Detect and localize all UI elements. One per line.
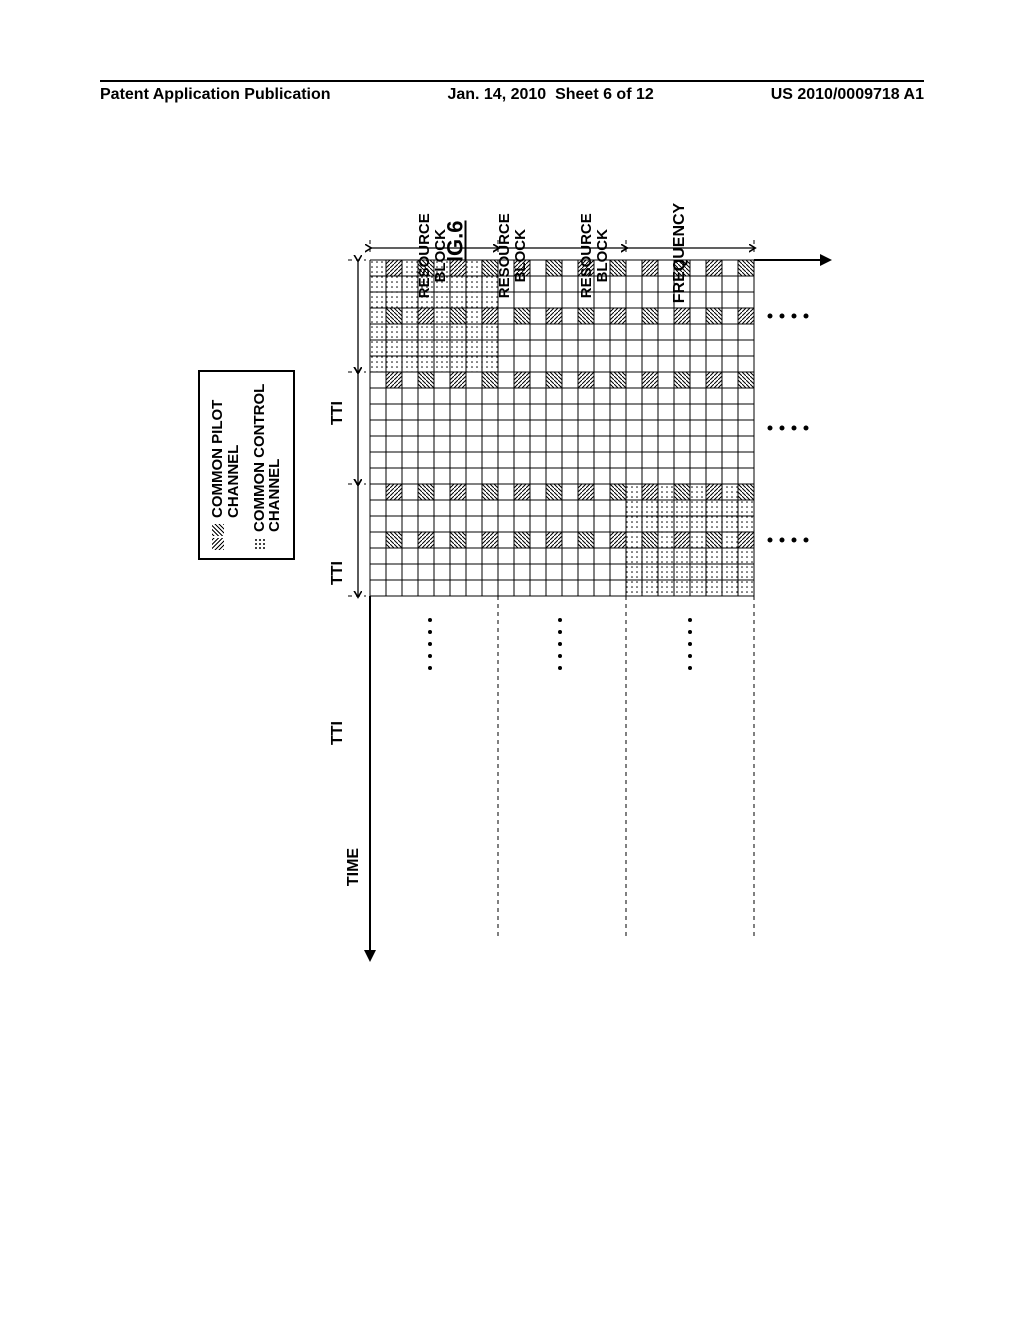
control-swatch: [252, 538, 266, 550]
pilot-swatch: [210, 524, 224, 550]
legend-pilot: COMMON PILOT CHANNEL: [210, 380, 242, 550]
legend-control: COMMON CONTROL CHANNEL: [252, 380, 284, 550]
page: Patent Application Publication Jan. 14, …: [0, 0, 1024, 1320]
tti-label-1: TTI: [329, 401, 347, 425]
legend: COMMON PILOT CHANNEL COMMON CONTROL CHAN…: [198, 370, 295, 560]
tti-label-2: TTI: [329, 561, 347, 585]
tti-label-3: TTI: [329, 721, 347, 745]
figure: [170, 180, 870, 1160]
page-header: Patent Application Publication Jan. 14, …: [100, 80, 924, 104]
rb-label-3: RESOURCE BLOCK: [579, 213, 611, 298]
rb-label-2: RESOURCE BLOCK: [497, 213, 529, 298]
header-left: Patent Application Publication: [100, 86, 331, 104]
rb-label-1: RESOURCE BLOCK: [417, 213, 449, 298]
legend-pilot-label: COMMON PILOT CHANNEL: [210, 400, 242, 518]
header-center: Jan. 14, 2010 Sheet 6 of 12: [447, 86, 653, 104]
header-right: US 2010/0009718 A1: [771, 86, 924, 104]
figure-svg: [170, 180, 870, 1160]
legend-control-label: COMMON CONTROL CHANNEL: [252, 384, 284, 532]
freq-axis-label: FREQUENCY: [671, 203, 689, 303]
time-axis-label: TIME: [345, 848, 363, 886]
